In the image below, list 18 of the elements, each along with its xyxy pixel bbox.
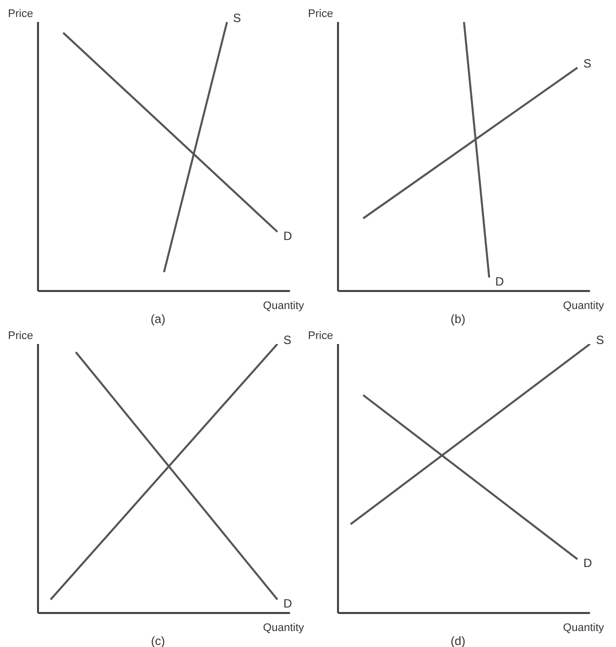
series-label: S bbox=[283, 333, 292, 347]
x-axis-title: Quantity bbox=[263, 300, 304, 312]
series-label: S bbox=[233, 11, 242, 25]
x-axis-title: Quantity bbox=[563, 622, 604, 634]
text: (a) bbox=[150, 312, 166, 326]
series-label: S bbox=[596, 333, 604, 347]
y-axis-title: Price bbox=[8, 8, 34, 20]
text: (b) bbox=[450, 312, 466, 326]
x-axis-title: Quantity bbox=[563, 300, 604, 312]
series-label: D bbox=[283, 596, 292, 611]
series-label: D bbox=[283, 228, 292, 243]
series-label: S bbox=[583, 56, 592, 71]
y-axis-title: Price bbox=[308, 330, 334, 342]
x-axis-title: Quantity bbox=[263, 622, 304, 634]
y-axis-title: Price bbox=[308, 8, 334, 20]
series-label: D bbox=[583, 556, 592, 570]
series-label: D bbox=[495, 274, 504, 289]
y-axis-title: Price bbox=[8, 330, 34, 342]
